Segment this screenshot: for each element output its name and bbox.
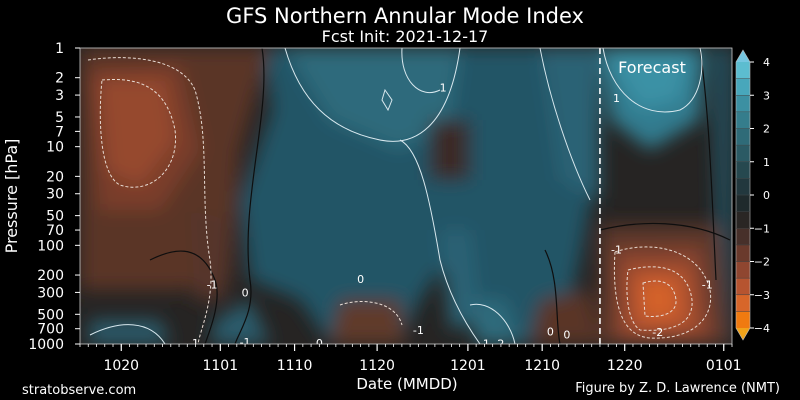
plot-area: -100-1 011-1-1 20 01-1-1-2 Forecast [79, 47, 733, 351]
colorbar-tick-label: 2 [763, 123, 770, 136]
footer-left: stratobserve.com [22, 383, 136, 398]
y-tick-label: 30 [46, 187, 64, 203]
colorbar-segment [736, 161, 750, 179]
contour-label: -2 [652, 326, 663, 339]
contour-label: 2 [497, 338, 504, 351]
x-tick-label: 1110 [277, 358, 313, 374]
x-axis-label: Date (MMDD) [356, 375, 457, 393]
colorbar-tick-label: 4 [763, 56, 770, 69]
y-tick-label: 5 [55, 110, 64, 126]
contour-label: -1 [479, 338, 490, 351]
y-tick-label: 10 [46, 140, 64, 156]
colorbar-segment [736, 211, 750, 229]
contour-label: 0 [563, 328, 570, 341]
contour-label: 0 [547, 326, 554, 339]
y-tick-label: 300 [37, 285, 64, 301]
colorbar-segment [736, 111, 750, 129]
footer-right: Figure by Z. D. Lawrence (NMT) [575, 381, 780, 396]
colorbar-segment [736, 294, 750, 312]
colorbar-segment [736, 261, 750, 279]
colorbar-tick-label: 0 [763, 189, 770, 202]
contour-lines [87, 48, 731, 344]
x-tick-label: 1020 [103, 358, 139, 374]
x-tick-label: 0101 [706, 358, 742, 374]
contour-label: -1 [611, 243, 622, 256]
contour-labels: -100-1 011-1-1 20 01-1-1-2 [192, 81, 713, 351]
y-tick-label: 200 [37, 268, 64, 284]
y-tick-label: 50 [46, 209, 64, 225]
colorbar-segment [736, 178, 750, 196]
contour-label: 0 [357, 273, 364, 286]
colorbar-segment [736, 128, 750, 146]
colorbar-tick-label: −2 [754, 256, 770, 269]
colorbar-segment [736, 311, 750, 329]
y-tick-label: 3 [55, 88, 64, 104]
chart-title: GFS Northern Annular Mode Index [226, 4, 584, 28]
colorbar-tick-label: 1 [763, 156, 770, 169]
contour-label: 0 [316, 337, 323, 350]
x-axis: 1020 1101 1110 1120 1201 1210 1220 0101 [79, 344, 742, 374]
contour-label: -1 [207, 279, 218, 292]
colorbar-extend-min [736, 328, 750, 340]
y-tick-label: 1 [55, 41, 64, 57]
colorbar-tick-label: −1 [754, 222, 770, 235]
colorbar-segment [736, 145, 750, 163]
contour-label: 1 [613, 92, 620, 105]
x-tick-label: 1201 [450, 358, 486, 374]
chart-subtitle: Fcst Init: 2021-12-17 [322, 27, 489, 46]
y-tick-label: 700 [37, 322, 64, 338]
colorbar-tick-label: −4 [754, 322, 770, 335]
colorbar-segment [736, 62, 750, 80]
y-tick-label: 70 [46, 223, 64, 239]
colorbar-segment [736, 278, 750, 296]
colorbar-tick-label: −3 [754, 289, 770, 302]
colorbar-extend-max [736, 50, 750, 62]
colorbar-segment [736, 228, 750, 246]
y-tick-label: 500 [37, 307, 64, 323]
y-tick-label: 7 [55, 124, 64, 140]
colorbar-segment [736, 95, 750, 113]
colorbar: 4 3 2 1 0 −1 −2 −3 −4 [735, 49, 770, 341]
contour-label: 1 [440, 81, 447, 94]
y-tick-label: 100 [37, 238, 64, 254]
x-tick-label: 1101 [202, 358, 238, 374]
contour-label: -1 [702, 279, 713, 292]
x-tick-label: 1120 [359, 358, 395, 374]
forecast-annotation: Forecast [618, 58, 686, 77]
contour-label: -1 [240, 336, 251, 349]
colorbar-segment [736, 78, 750, 96]
x-tick-label: 1210 [524, 358, 560, 374]
colorbar-segment [736, 244, 750, 262]
y-tick-label: 20 [46, 169, 64, 185]
contour-label: 0 [242, 286, 249, 299]
colorbar-tick-label: 3 [763, 89, 770, 102]
contour-label: 1 [192, 337, 199, 350]
contour-label: -1 [413, 324, 424, 337]
anomaly-field [80, 48, 732, 344]
colorbar-segment [736, 195, 750, 213]
y-tick-label: 1000 [28, 337, 64, 353]
x-tick-label: 1220 [607, 358, 643, 374]
y-tick-label: 2 [55, 71, 64, 87]
y-axis-label: Pressure [hPa] [2, 139, 21, 254]
